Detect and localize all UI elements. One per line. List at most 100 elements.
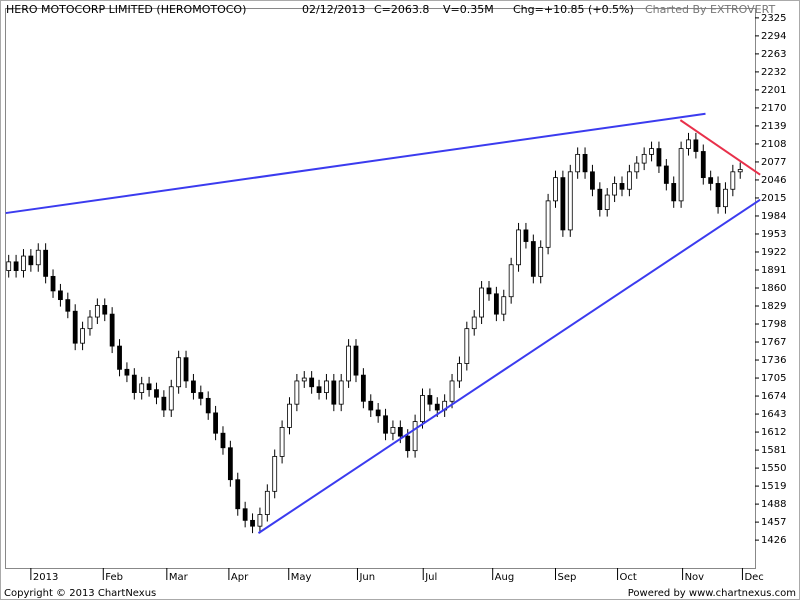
candle-body (301, 377, 307, 382)
y-tick-label: 1705 (761, 373, 786, 384)
candle-body (154, 389, 159, 398)
x-tick-label: 2013 (33, 572, 58, 583)
y-tick-label: 1829 (761, 301, 786, 312)
x-tick-label: Nov (685, 572, 705, 583)
candle-body (671, 183, 677, 202)
x-tick-label: Jul (424, 572, 437, 583)
candle-body (43, 249, 49, 277)
candle-body (205, 397, 211, 414)
charted-by: Charted By EXTROVERT (645, 3, 775, 16)
candle-body (227, 447, 233, 481)
candle-body (324, 380, 329, 393)
candle-body (139, 383, 145, 393)
candle-body (604, 194, 610, 210)
x-tick-label: May (291, 572, 312, 583)
candle-body (405, 435, 411, 452)
candle-body (575, 153, 581, 173)
candle-body (117, 345, 122, 370)
candle-body (420, 395, 425, 423)
candle-body (257, 514, 263, 527)
y-tick-label: 2015 (761, 193, 786, 204)
candle-body (109, 313, 115, 347)
y-tick-label: 1674 (761, 391, 786, 402)
candle-body (375, 409, 381, 417)
candle-body (6, 261, 12, 271)
y-tick-label: 2046 (761, 175, 786, 186)
candle-body (641, 153, 647, 164)
candle-body (693, 139, 699, 152)
candle-body (316, 386, 322, 393)
candle-body (700, 151, 706, 179)
y-tick-label: 1798 (761, 319, 786, 330)
candle-body (161, 396, 167, 411)
candle-body (634, 162, 640, 173)
candle-body (471, 316, 477, 330)
x-tick-label: Apr (231, 572, 249, 583)
candle-body (146, 383, 152, 391)
candle-body (737, 169, 743, 173)
candle-body (530, 241, 536, 277)
candle-body (656, 148, 662, 167)
trend-line (257, 198, 761, 534)
y-tick-label: 1953 (761, 229, 786, 240)
candle-body (309, 377, 315, 388)
candle-body (434, 403, 440, 411)
y-tick-label: 1612 (761, 427, 786, 438)
candle-body (13, 261, 19, 271)
candle-body (560, 177, 566, 231)
candle-body (619, 183, 625, 190)
candle-body (427, 395, 433, 405)
y-tick-label: 1767 (761, 337, 786, 348)
candle-body (198, 392, 204, 399)
y-tick-label: 1891 (761, 265, 786, 276)
candle-body (124, 368, 130, 376)
candle-body (686, 139, 691, 149)
candle-body (264, 490, 270, 515)
candle-body (553, 177, 558, 202)
candle-body (272, 456, 278, 492)
candle-body (183, 357, 189, 382)
candle-body (346, 345, 351, 382)
candle-body (479, 287, 485, 318)
candle-body (612, 183, 618, 196)
candle-body (28, 255, 34, 266)
powered-by: Powered by www.chartnexus.com (628, 588, 796, 599)
candle-body (397, 427, 403, 437)
y-tick-label: 2108 (761, 139, 786, 150)
candle-body (516, 229, 521, 266)
x-tick-label: Oct (620, 572, 637, 583)
candle-body (294, 380, 300, 405)
candle-body (582, 153, 588, 173)
candle-body (353, 345, 359, 376)
candle-body (213, 412, 218, 434)
x-tick-label: Aug (495, 572, 515, 583)
candle-body (501, 296, 507, 315)
candle-body (279, 427, 285, 457)
x-tick-label: Jun (358, 572, 375, 583)
candle-body (87, 316, 93, 330)
candle-body (545, 200, 551, 248)
candle-body (368, 400, 374, 411)
candle-body (72, 310, 78, 344)
candle-body (168, 386, 174, 411)
candle-body (191, 380, 196, 393)
candle-body (449, 380, 455, 402)
volume: V=0.35M (443, 3, 494, 16)
candle-body (250, 519, 255, 527)
candle-body (220, 432, 226, 449)
y-tick-label: 2232 (761, 67, 786, 78)
candle-body (35, 249, 41, 266)
candle-body (708, 177, 714, 184)
candle-body (390, 427, 396, 434)
candle-body (131, 374, 137, 393)
candle-body (383, 415, 388, 434)
candle-body (102, 305, 108, 315)
candle-body (486, 287, 492, 295)
candle-body (21, 255, 26, 271)
y-tick-label: 1488 (761, 499, 786, 510)
candle-body (649, 148, 654, 155)
y-tick-label: 1519 (761, 481, 786, 492)
candle-body (678, 148, 684, 202)
y-tick-label: 2077 (761, 157, 786, 168)
